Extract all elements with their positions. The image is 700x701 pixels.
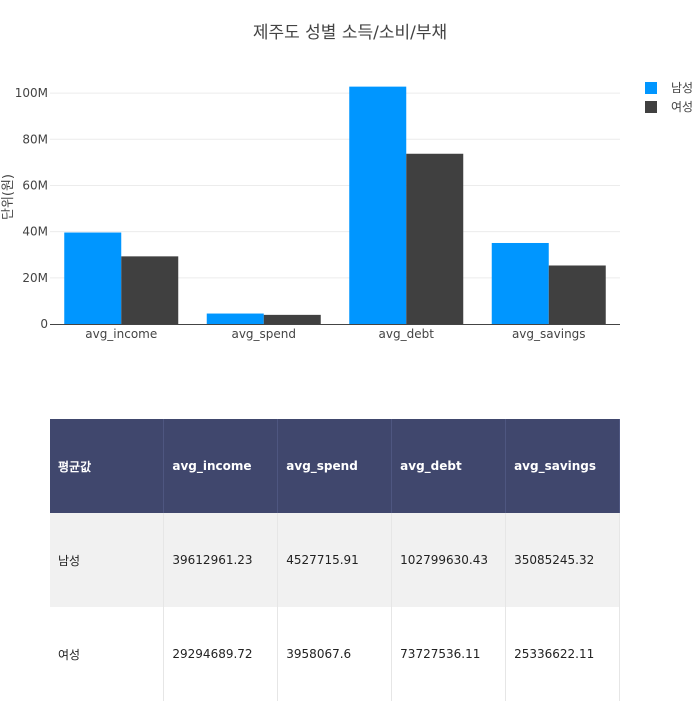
legend-swatch[interactable] — [645, 101, 657, 113]
table-header-cell: avg_spend — [277, 419, 393, 513]
table-cell: 3958067.6 — [277, 607, 393, 701]
x-axis-ticks: avg_income avg_spend avg_debt avg_savings — [85, 327, 585, 341]
chart-title: 제주도 성별 소득/소비/부채 — [253, 23, 447, 43]
bar-avg_income-1[interactable] — [121, 256, 179, 324]
bar-avg_income-0[interactable] — [64, 232, 122, 324]
y-tick-label: 60M — [22, 178, 48, 192]
table-cell: 35085245.32 — [505, 513, 620, 607]
bar-avg_debt-1[interactable] — [406, 153, 464, 324]
table-header-cell: avg_income — [163, 419, 279, 513]
table-cell: 102799630.43 — [391, 513, 507, 607]
table-cell: 여성 — [50, 607, 165, 701]
table-row: 남성 39612961.23 4527715.91 102799630.43 3… — [50, 513, 620, 607]
table-header-cell: avg_debt — [391, 419, 507, 513]
x-tick-label: avg_savings — [512, 327, 586, 341]
table-header-row: 평균값 avg_income avg_spend avg_debt avg_sa… — [50, 419, 620, 513]
bars — [64, 86, 606, 324]
y-axis-ticks: 0 20M 40M 60M 80M 100M — [15, 86, 48, 331]
x-tick-label: avg_spend — [231, 327, 296, 341]
legend-label[interactable]: 여성 — [671, 100, 693, 114]
bar-avg_debt-0[interactable] — [349, 86, 407, 324]
legend-swatch[interactable] — [645, 82, 657, 94]
bar-avg_savings-1[interactable] — [548, 265, 606, 324]
y-tick-label: 0 — [40, 317, 48, 331]
table-cell: 29294689.72 — [163, 607, 279, 701]
table-cell: 73727536.11 — [391, 607, 507, 701]
table-header-cell: avg_savings — [505, 419, 620, 513]
bar-avg_spend-0[interactable] — [206, 313, 264, 324]
y-tick-label: 80M — [22, 132, 48, 146]
table-cell: 4527715.91 — [277, 513, 393, 607]
legend-label[interactable]: 남성 — [671, 81, 693, 95]
bar-chart: 제주도 성별 소득/소비/부채 0 20M 40M 60M 80M 100M avg_in… — [1, 23, 693, 341]
table-cell: 25336622.11 — [505, 607, 620, 701]
y-tick-label: 100M — [15, 86, 48, 100]
bar-avg_spend-1[interactable] — [263, 314, 321, 324]
table-cell: 남성 — [50, 513, 165, 607]
x-tick-label: avg_income — [85, 327, 157, 341]
x-tick-label: avg_debt — [379, 327, 435, 341]
data-table: 평균값 avg_income avg_spend avg_debt avg_sa… — [50, 419, 620, 701]
table-row: 여성 29294689.72 3958067.6 73727536.11 253… — [50, 607, 620, 701]
y-tick-label: 20M — [22, 271, 48, 285]
bar-avg_savings-0[interactable] — [491, 242, 549, 324]
y-axis-title: 단위(원) — [1, 174, 16, 220]
table-cell: 39612961.23 — [163, 513, 279, 607]
table-header-cell: 평균값 — [50, 419, 165, 513]
y-tick-label: 40M — [22, 225, 48, 239]
